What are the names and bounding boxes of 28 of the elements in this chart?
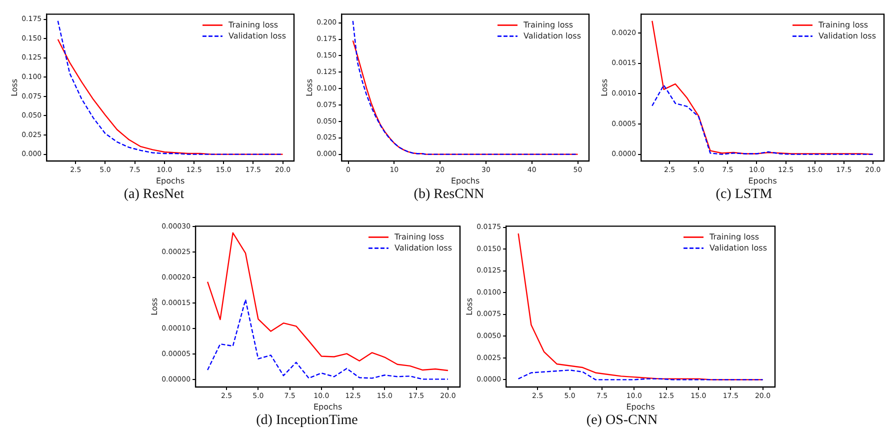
text: (a) ResNet xyxy=(122,187,186,203)
y-axis-title: Loss xyxy=(304,78,314,96)
y-axis-title: Loss xyxy=(464,298,474,316)
text: (d) InceptionTime xyxy=(255,413,359,429)
x-axis-title: Epochs xyxy=(626,402,655,412)
y-axis-title: Loss xyxy=(150,298,159,316)
line-series xyxy=(518,370,764,380)
legend-label: Validation loss xyxy=(818,31,876,40)
line-series xyxy=(652,84,874,155)
legend-label: Validation loss xyxy=(394,243,452,252)
text: (c) LSTM xyxy=(714,187,774,203)
legend-label: Training loss xyxy=(228,20,278,30)
legend-label: Validation loss xyxy=(524,31,581,40)
text: (e) OS-CNN xyxy=(585,413,659,429)
legend-label: Training loss xyxy=(818,20,868,30)
y-axis-title: Loss xyxy=(10,78,19,96)
legend-label: Training loss xyxy=(394,232,444,242)
x-axis-title: Epochs xyxy=(156,176,185,186)
legend-label: Training loss xyxy=(708,232,760,242)
legend-label: Validation loss xyxy=(228,31,286,40)
x-axis-title: Epochs xyxy=(313,402,342,412)
legend-label: Training loss xyxy=(522,20,574,30)
legend-label: Validation loss xyxy=(710,243,767,252)
y-axis-title: Loss xyxy=(600,78,609,96)
x-axis-title: Epochs xyxy=(748,176,777,186)
line-series xyxy=(206,299,449,380)
x-axis-title: Epochs xyxy=(450,176,480,186)
text: (b) ResCNN xyxy=(412,187,486,203)
